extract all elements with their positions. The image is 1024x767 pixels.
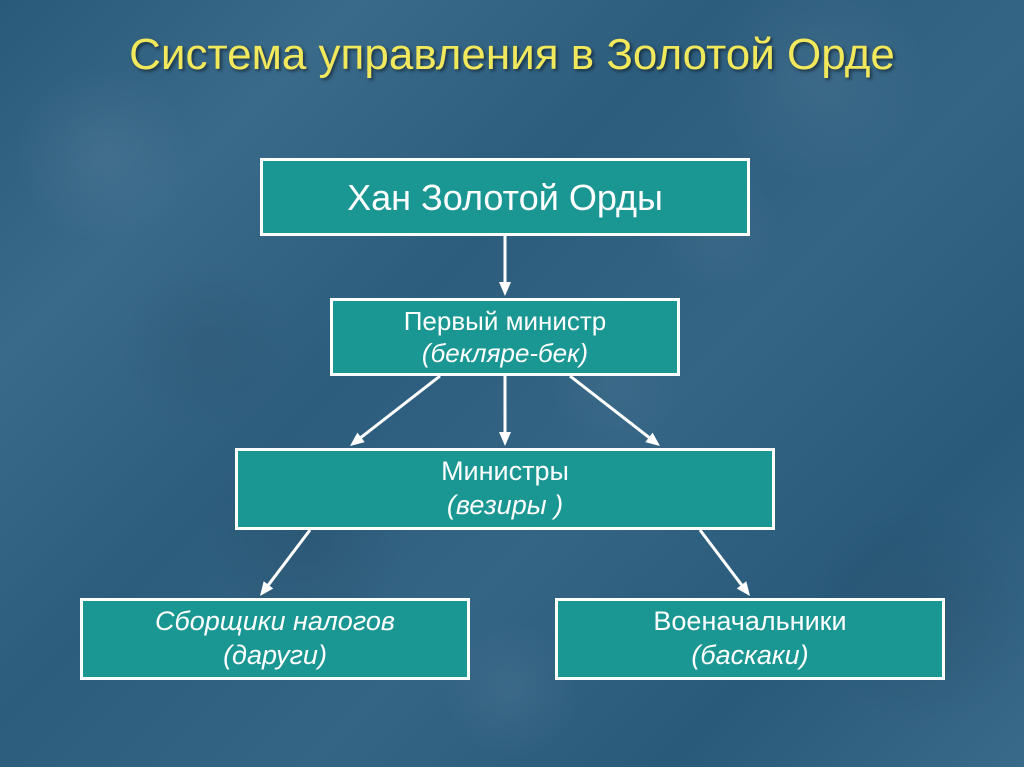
- node-commanders: Военачальники (баскаки): [555, 598, 945, 680]
- node-mil-line1: Военачальники: [653, 605, 846, 639]
- slide-title: Система управления в Золотой Орде: [0, 30, 1024, 81]
- node-pm-line2: (бекляре-бек): [422, 337, 588, 370]
- node-ministers-line2: (везиры ): [447, 489, 563, 523]
- node-khan: Хан Золотой Орды: [260, 158, 750, 236]
- node-tax-line1: Сборщики налогов: [155, 605, 395, 639]
- node-ministers: Министры (везиры ): [235, 448, 775, 530]
- node-tax-line2: (даруги): [223, 639, 327, 673]
- node-pm-line1: Первый министр: [404, 305, 607, 338]
- node-first-minister: Первый министр (бекляре-бек): [330, 298, 680, 376]
- node-mil-line2: (баскаки): [691, 639, 808, 673]
- node-ministers-line1: Министры: [441, 455, 569, 489]
- node-tax-collectors: Сборщики налогов (даруги): [80, 598, 470, 680]
- node-khan-line1: Хан Золотой Орды: [347, 175, 663, 220]
